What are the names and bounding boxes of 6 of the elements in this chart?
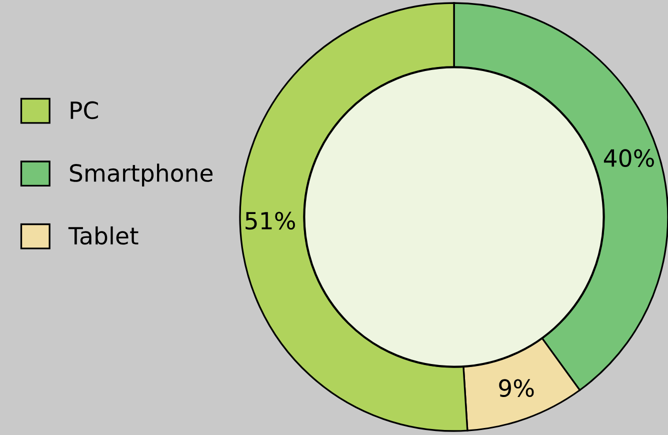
legend-label: Smartphone	[70, 164, 213, 186]
legend-label: PC	[70, 101, 98, 120]
data-label: 40%	[604, 149, 654, 167]
legend-label: Tablet	[68, 226, 138, 245]
data-label: 51%	[246, 212, 295, 230]
data-label: 9%	[499, 379, 534, 398]
